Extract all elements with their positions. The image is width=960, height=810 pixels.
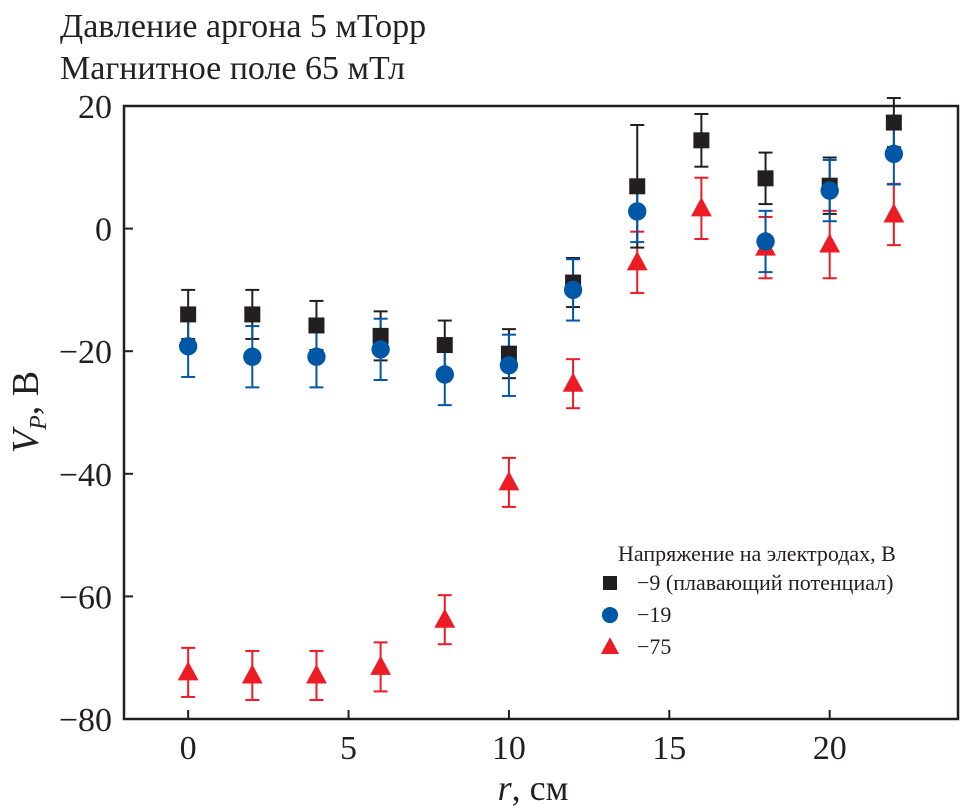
legend-marker-circle [601,606,619,624]
y-tick-label: 0 [95,212,112,249]
data-point-circle [628,202,647,221]
data-point-square [180,306,197,323]
legend-marker-square [603,576,617,590]
x-tick-label: 10 [492,730,526,767]
y-tick-label: −20 [59,334,112,371]
data-point-circle [307,347,326,366]
chart-title-line-1: Давление аргона 5 мТорр [60,8,427,45]
x-tick-label: 5 [340,730,357,767]
data-point-circle [435,365,454,384]
x-tick-label: 0 [180,730,197,767]
data-point-square [885,114,902,131]
data-point-square [372,327,389,344]
plot-frame [122,104,960,721]
data-point-circle [178,337,198,356]
x-axis-label: r, см [498,768,569,808]
data-point-square [244,306,261,323]
data-point-circle [371,340,390,359]
data-point-square [629,178,646,195]
data-point-square [308,317,325,334]
data-point-circle [563,280,583,300]
data-point-triangle [562,372,584,392]
data-point-triangle [626,251,648,271]
data-point-triangle [883,203,905,223]
data-point-triangle [306,664,327,684]
y-axis-label: VP, В [5,371,52,453]
data-point-triangle [241,664,263,684]
legend-marker-triangle [600,637,620,654]
data-point-triangle [819,233,841,253]
data-point-square [436,337,453,354]
data-point-triangle [690,197,712,217]
legend-label: −9 (плавающий потенциал) [637,570,893,595]
data-point-triangle [434,608,456,628]
legend-label: −19 [637,602,671,627]
data-point-triangle [370,655,392,675]
x-tick-label: 15 [652,730,686,767]
data-point-circle [499,356,519,375]
data-point-triangle [498,471,520,491]
data-point-circle [243,347,262,366]
data-point-square [693,132,710,149]
data-point-circle [884,144,904,164]
data-point-square [757,170,774,187]
x-tick-label: 20 [813,730,847,767]
chart-title-line-2: Магнитное поле 65 мТл [60,50,406,87]
y-tick-label: −60 [59,579,112,616]
y-tick-label: 20 [78,89,112,126]
y-tick-label: −80 [59,702,112,739]
data-point-circle [820,181,839,200]
legend-label: −75 [637,634,671,659]
legend-title: Напряжение на электродах, В [618,541,896,566]
y-tick-label: −40 [59,457,112,494]
data-point-circle [756,232,775,251]
data-point-triangle [177,661,199,681]
